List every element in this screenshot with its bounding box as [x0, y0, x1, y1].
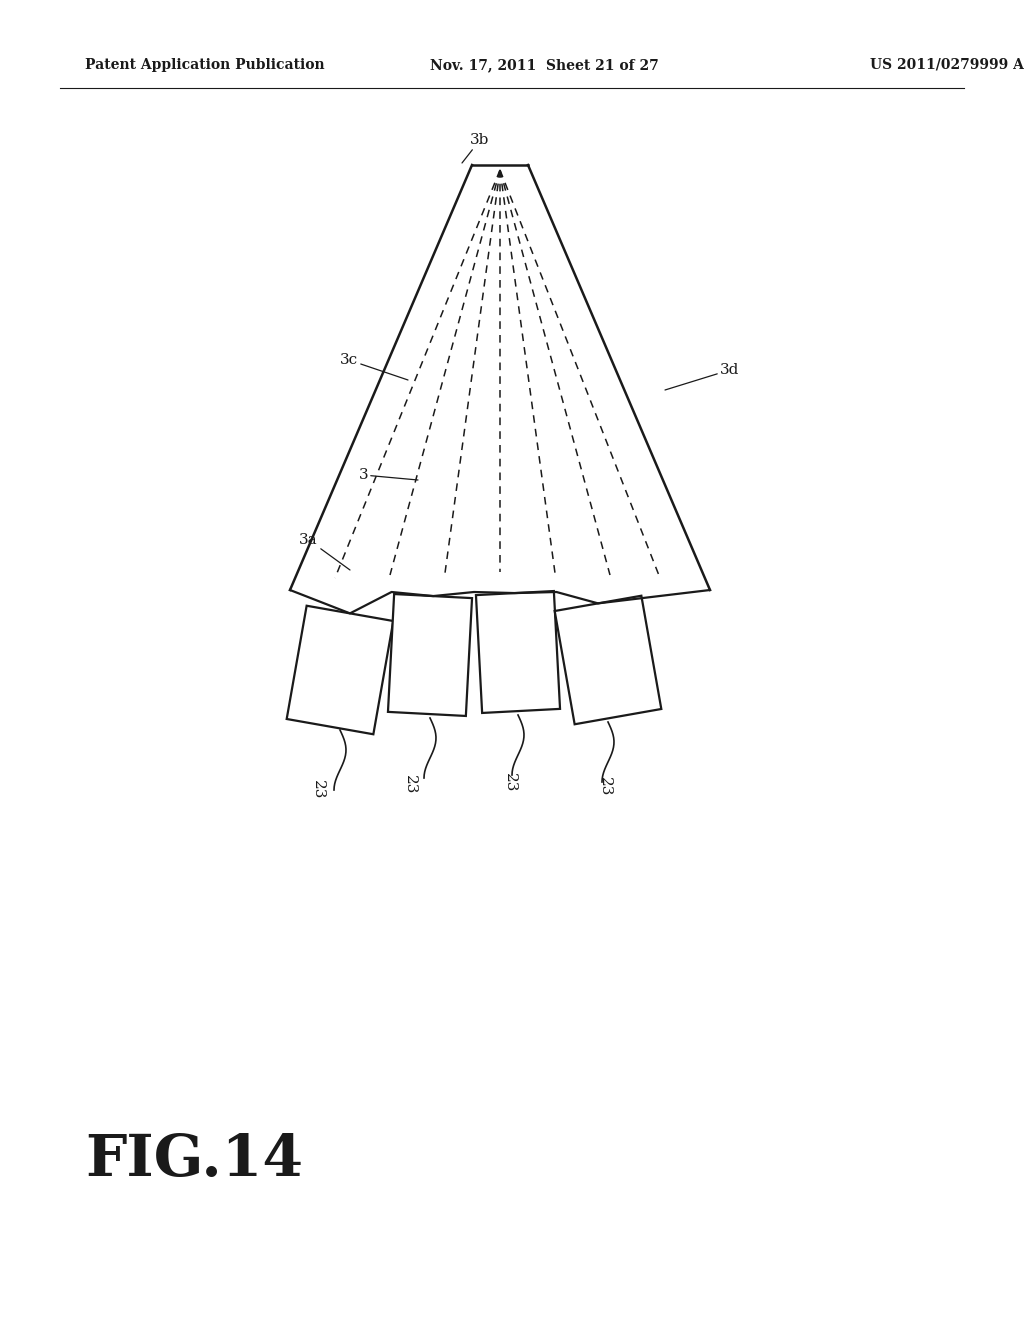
- Text: 3a: 3a: [299, 533, 350, 570]
- Bar: [388, 594, 472, 715]
- Bar: [476, 591, 560, 713]
- Bar: [287, 606, 393, 734]
- Text: 23: 23: [403, 775, 417, 795]
- Text: 23: 23: [598, 777, 612, 797]
- Text: US 2011/0279999 A1: US 2011/0279999 A1: [870, 58, 1024, 73]
- Text: 3d: 3d: [665, 363, 739, 389]
- Text: 3b: 3b: [462, 133, 489, 162]
- Text: Patent Application Publication: Patent Application Publication: [85, 58, 325, 73]
- Text: FIG.14: FIG.14: [85, 1133, 303, 1188]
- Text: Nov. 17, 2011  Sheet 21 of 27: Nov. 17, 2011 Sheet 21 of 27: [430, 58, 658, 73]
- Text: 23: 23: [503, 774, 517, 793]
- Text: 23: 23: [311, 780, 325, 800]
- Text: 3: 3: [358, 469, 418, 482]
- Text: 3c: 3c: [340, 352, 408, 380]
- Bar: [555, 595, 662, 725]
